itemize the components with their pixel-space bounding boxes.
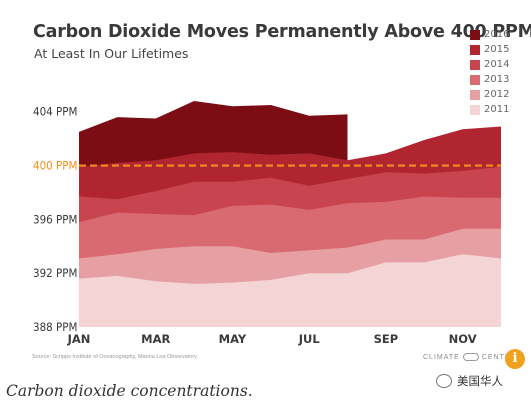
xtick-mar: MAR	[141, 332, 170, 346]
brand-right: CENTRAL	[481, 353, 522, 361]
legend-swatch-2015	[470, 44, 480, 55]
legend-swatch-2016	[470, 29, 480, 40]
xtick-nov: NOV	[449, 332, 477, 346]
info-icon[interactable]: i	[505, 349, 525, 369]
legend-swatch-2011	[470, 104, 480, 115]
legend-item-2011: 2011	[470, 102, 525, 117]
ytick-396: 396 PPM	[33, 212, 77, 226]
ytick-392: 392 PPM	[33, 266, 77, 280]
legend-item-2012: 2012	[470, 87, 525, 102]
legend-swatch-2012	[470, 89, 480, 100]
legend-label-2014: 2014	[484, 59, 510, 70]
chart-subtitle: At Least In Our Lifetimes	[34, 46, 189, 61]
source-note: Source: Scripps Institute of Oceanograph…	[32, 354, 197, 360]
chart-card: Carbon Dioxide Moves Permanently Above 4…	[32, 22, 531, 369]
legend-label-2013: 2013	[484, 74, 510, 85]
climate-central-logo: CLIMATE CENTRAL	[423, 353, 522, 361]
legend-item-2013: 2013	[470, 72, 525, 87]
wechat-icon	[436, 374, 452, 388]
legend-label-2016: 2016	[484, 29, 510, 40]
legend-swatch-2014	[470, 59, 480, 70]
ytick-388: 388 PPM	[33, 320, 77, 334]
chart-title: Carbon Dioxide Moves Permanently Above 4…	[33, 22, 531, 42]
legend-item-2014: 2014	[470, 57, 525, 72]
legend-swatch-2013	[470, 74, 480, 85]
legend-label-2015: 2015	[484, 44, 510, 55]
ytick-404: 404 PPM	[33, 105, 77, 119]
legend-label-2012: 2012	[484, 89, 510, 100]
xtick-sep: SEP	[374, 332, 399, 346]
ytick-400: 400 PPM	[33, 159, 77, 173]
legend-label-2011: 2011	[484, 104, 510, 115]
figure-caption: Carbon dioxide concentrations.	[6, 382, 253, 400]
watermark: 美国华人	[436, 373, 503, 389]
brand-mark-icon	[462, 353, 479, 361]
brand-left: CLIMATE	[423, 353, 460, 361]
xtick-jul: JUL	[298, 332, 321, 346]
xtick-may: MAY	[219, 332, 247, 346]
watermark-text: 美国华人	[457, 376, 503, 388]
legend-item-2015: 2015	[470, 42, 525, 57]
legend-item-2016: 2016	[470, 27, 525, 42]
area-2011	[79, 254, 501, 327]
xtick-jan: JAN	[67, 332, 91, 346]
chart-legend: 2016 2015 2014 2013 2012 2011	[470, 27, 525, 117]
